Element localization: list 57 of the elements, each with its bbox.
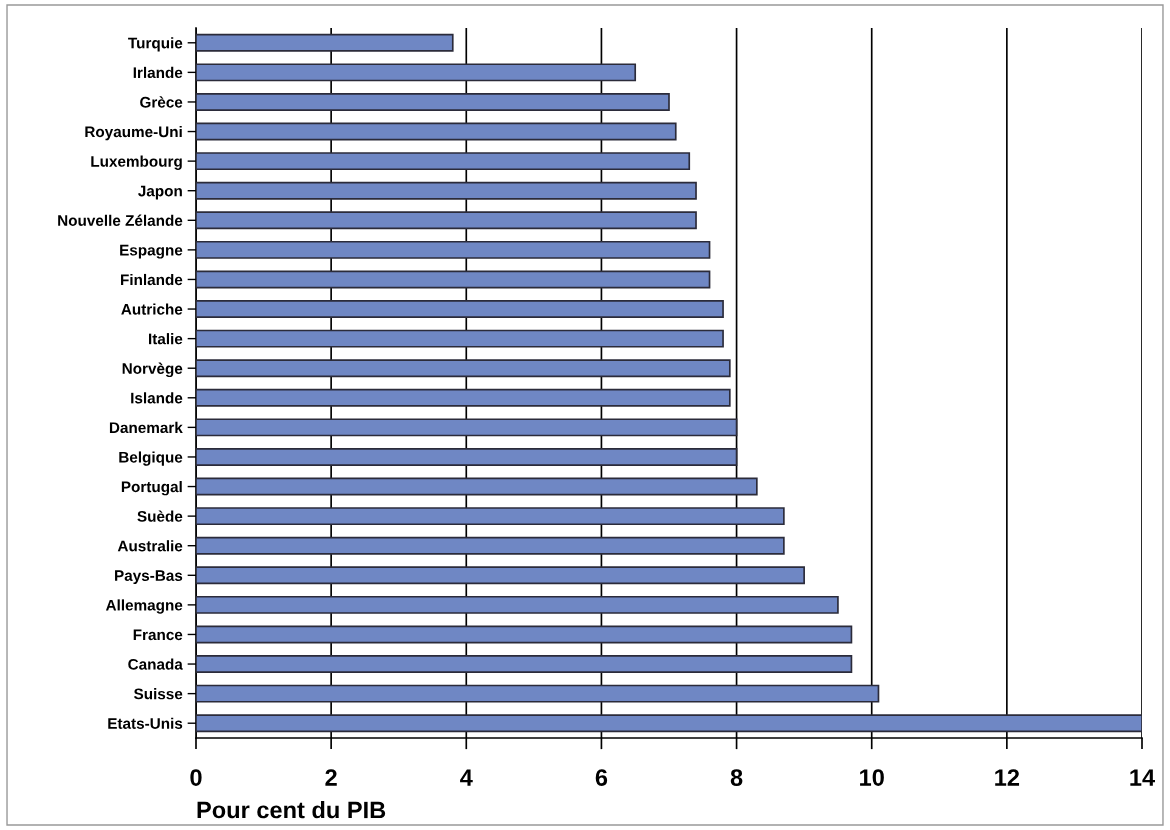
y-tick-label: Luxembourg <box>91 155 182 170</box>
bar <box>196 270 711 289</box>
y-tick-label: Turquie <box>128 37 183 52</box>
bar <box>196 359 731 378</box>
y-tick-label: Italie <box>149 333 183 345</box>
x-tick-label: 8 <box>730 769 743 786</box>
bar <box>196 300 724 319</box>
x-tick-label: 2 <box>325 769 337 786</box>
y-tick-label: Royaume-Uni <box>85 126 182 141</box>
y-tick-label: Japon <box>138 185 182 200</box>
bar <box>196 595 839 614</box>
y-tick-label: Etats-Unis <box>108 717 183 729</box>
x-tick-label: 4 <box>460 769 473 786</box>
y-tick-label: Espagne <box>120 244 183 259</box>
x-axis-title: Pour cent du PIB <box>197 800 386 819</box>
y-tick-label: Finlande <box>121 273 183 286</box>
bar <box>196 152 691 171</box>
y-tick-label: Danemark <box>109 421 183 434</box>
x-tick-label: 12 <box>995 769 1020 786</box>
bar <box>196 240 711 259</box>
bar <box>196 684 880 703</box>
y-tick-label: France <box>133 629 183 641</box>
bar <box>196 181 697 200</box>
y-tick-label: Norvège <box>122 362 183 378</box>
y-tick-label: Irlande <box>133 66 183 79</box>
bar <box>196 63 637 82</box>
y-tick-label: Nouvelle Zélande <box>58 214 183 226</box>
bar <box>196 122 677 141</box>
y-tick-label: Portugal <box>121 481 182 496</box>
bar <box>196 211 697 230</box>
bar <box>196 655 853 674</box>
y-tick-label: Suède <box>137 510 183 522</box>
x-tick-label: 10 <box>860 769 884 786</box>
y-tick-label: Allemagne <box>105 599 183 614</box>
x-tick-label: 14 <box>1130 769 1156 786</box>
y-tick-label: Grèce <box>140 96 183 108</box>
y-tick-label: Canada <box>128 658 183 670</box>
x-tick-label: 0 <box>190 769 202 786</box>
y-tick-label: Pays-Bas <box>115 570 183 584</box>
bar <box>196 477 758 496</box>
bar <box>196 447 738 466</box>
bar <box>196 625 853 644</box>
bar <box>196 536 785 555</box>
bar <box>196 388 731 407</box>
y-tick-label: Autriche <box>121 303 183 315</box>
bar <box>196 33 454 52</box>
y-tick-label: Islande <box>131 392 183 404</box>
y-tick-label: Suisse <box>133 688 183 700</box>
bar <box>196 418 738 437</box>
y-tick-label: Australie <box>117 540 183 552</box>
bar <box>196 714 1142 733</box>
y-tick-label: Belgique <box>119 451 183 466</box>
bar <box>196 507 785 526</box>
x-tick-label: 6 <box>595 769 608 786</box>
bar <box>196 92 670 111</box>
bar <box>196 566 805 585</box>
bar <box>196 329 724 348</box>
